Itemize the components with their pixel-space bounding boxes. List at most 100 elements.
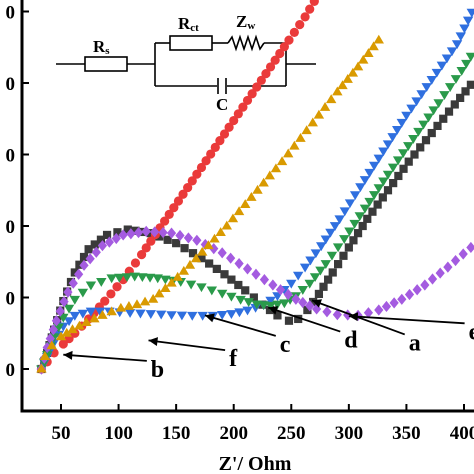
series-f-point xyxy=(61,327,72,337)
series-a-point xyxy=(433,121,442,130)
series-a-point xyxy=(410,150,419,159)
curve-label-b: b xyxy=(151,357,164,383)
series-c-point xyxy=(216,311,228,320)
series-f-point xyxy=(363,48,374,57)
series-e-point xyxy=(374,304,384,316)
curve-label-a: a xyxy=(409,330,421,356)
series-a-point xyxy=(79,252,89,262)
series-e-point xyxy=(251,268,261,280)
series-b-point xyxy=(256,75,266,85)
resistor-rct xyxy=(169,35,213,51)
series-a-point xyxy=(265,305,275,315)
series-d-point xyxy=(144,273,156,283)
series-a-point xyxy=(314,289,324,299)
series-d-point xyxy=(235,295,246,305)
series-f-point xyxy=(178,265,190,275)
series-b-point xyxy=(284,35,294,45)
series-a-point xyxy=(172,239,181,248)
series-d-point xyxy=(387,163,399,173)
series-c-point xyxy=(431,68,443,78)
curve-label-arrow-d xyxy=(267,306,341,333)
x-axis-title: Z'/ Ohm xyxy=(219,453,292,474)
series-c-point xyxy=(155,310,167,320)
series-e-point xyxy=(183,232,194,244)
series-e-point xyxy=(97,240,108,252)
series-a-point xyxy=(284,316,294,325)
series-a-point xyxy=(102,230,112,240)
series-c-point xyxy=(124,309,136,318)
series-f-point xyxy=(227,213,239,223)
series-a-point xyxy=(249,293,258,302)
x-tick-label: 100 xyxy=(104,423,133,444)
series-d-point xyxy=(185,280,197,290)
series-f-point xyxy=(319,102,331,111)
series-a-point xyxy=(439,114,448,123)
series-c-point xyxy=(462,16,474,26)
series-d-point xyxy=(332,243,344,253)
series-d-point xyxy=(243,298,254,308)
series-d-point xyxy=(63,304,75,314)
series-f-point xyxy=(139,296,151,306)
series-c-point xyxy=(176,311,188,321)
series-a-point xyxy=(404,157,413,166)
series-a-point xyxy=(70,268,79,277)
series-d-point xyxy=(354,212,365,222)
series-b-point xyxy=(270,55,280,65)
series-d-point xyxy=(428,106,439,116)
series-b-point xyxy=(238,102,248,112)
series-d-point xyxy=(96,277,107,287)
series-d-point xyxy=(304,279,315,289)
series-c-point xyxy=(292,271,304,281)
series-a-point xyxy=(197,254,206,263)
series-d-point xyxy=(152,274,163,284)
series-e-point xyxy=(63,286,73,298)
series-e-point xyxy=(150,226,160,238)
series-d-point xyxy=(456,67,467,76)
series-f-point xyxy=(352,61,364,71)
series-b-point xyxy=(265,62,276,72)
series-f-point xyxy=(67,324,78,334)
series-c-point xyxy=(426,75,437,85)
series-b-point xyxy=(106,289,116,299)
series-f-point xyxy=(81,317,92,326)
series-e-point xyxy=(51,315,61,327)
series-a-point xyxy=(123,225,132,234)
series-d-point xyxy=(265,301,276,311)
series-c-point xyxy=(85,307,97,317)
series-f-point xyxy=(246,192,257,201)
y-tick-label: 0 xyxy=(6,360,16,381)
circuit-label-rct: Rct xyxy=(178,14,199,34)
series-a-point xyxy=(324,275,333,284)
series-a-point xyxy=(241,286,250,295)
series-f-point xyxy=(131,299,143,309)
series-d-point xyxy=(315,266,326,276)
series-c-point xyxy=(94,307,106,317)
series-b-point xyxy=(201,156,211,166)
series-c-point xyxy=(441,54,453,64)
curve-label-f: f xyxy=(229,346,238,372)
warburg-element xyxy=(227,34,265,52)
series-c-point xyxy=(359,176,371,185)
series-a-point xyxy=(378,193,387,202)
series-b-point xyxy=(309,0,319,6)
series-c-point xyxy=(325,228,336,238)
series-f-point xyxy=(184,259,196,269)
series-e-point xyxy=(291,293,301,305)
series-a-point xyxy=(303,305,312,315)
series-c-point xyxy=(166,311,177,321)
series-d-point xyxy=(297,286,308,295)
series-e-point xyxy=(234,257,244,270)
series-e-point xyxy=(404,288,415,301)
series-a-point xyxy=(373,200,382,209)
series-e-point xyxy=(298,296,308,309)
series-f-point xyxy=(209,233,220,243)
series-e-point xyxy=(332,309,342,321)
series-c-point xyxy=(466,8,474,18)
series-a-point xyxy=(349,236,358,245)
series-d-point xyxy=(226,292,237,302)
series-c-point xyxy=(226,310,237,319)
series-d-point xyxy=(216,289,228,299)
series-e-point xyxy=(242,263,253,275)
circuit-label-zw: Zw xyxy=(236,12,255,32)
series-b-point xyxy=(169,203,179,213)
